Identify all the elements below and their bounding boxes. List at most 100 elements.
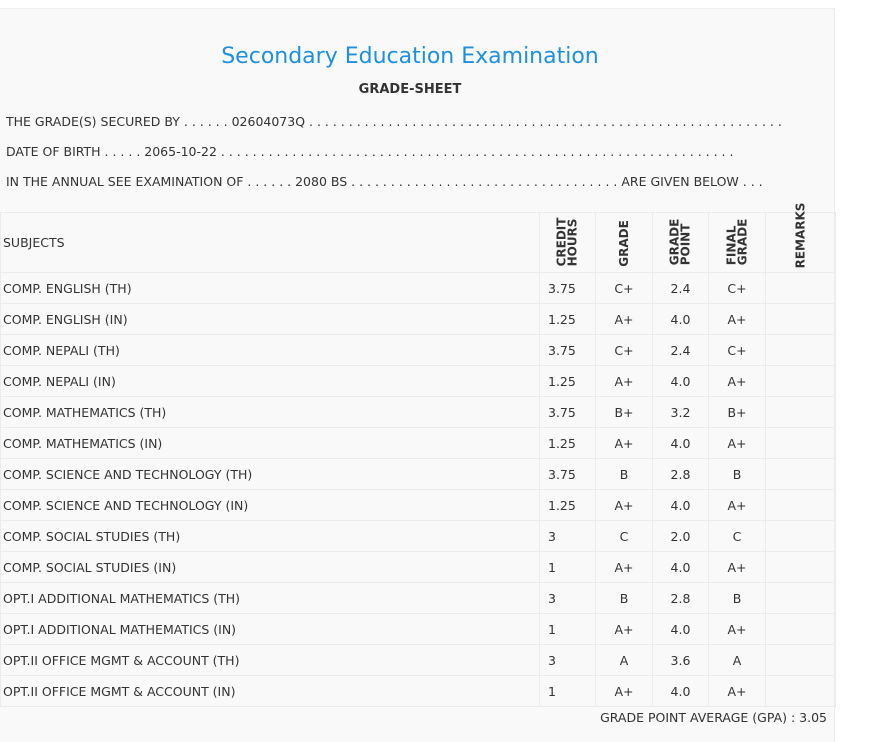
table-row: COMP. SCIENCE AND TECHNOLOGY (TH) 3.75 B 2.…	[0, 458, 836, 490]
final-grade-cell: B	[708, 582, 766, 614]
remarks-cell	[765, 582, 836, 614]
remarks-cell	[765, 365, 836, 397]
credit-hours-cell: 3.75	[539, 396, 596, 428]
subject-cell: OPT.I ADDITIONAL MATHEMATICS (TH)	[0, 582, 540, 614]
credit-hours-cell: 1.25	[539, 303, 596, 335]
grade-point-cell: 4.0	[652, 613, 709, 645]
credit-hours-cell: 1	[539, 675, 596, 707]
remarks-cell	[765, 427, 836, 459]
table-row: COMP. ENGLISH (IN) 1.25 A+ 4.0 A+	[0, 303, 836, 335]
credit-hours-cell: 3	[539, 644, 596, 676]
credit-hours-cell: 3.75	[539, 272, 596, 304]
subject-cell: OPT.II OFFICE MGMT & ACCOUNT (IN)	[0, 675, 540, 707]
credit-hours-cell: 1	[539, 551, 596, 583]
table-row: COMP. MATHEMATICS (IN) 1.25 A+ 4.0 A+	[0, 427, 836, 459]
remarks-cell	[765, 303, 836, 335]
remarks-cell	[765, 613, 836, 645]
table-row: OPT.II OFFICE MGMT & ACCOUNT (TH) 3 A 3.6 A	[0, 644, 836, 676]
remarks-cell	[765, 334, 836, 366]
grade-point-cell: 2.4	[652, 272, 709, 304]
table-row: COMP. MATHEMATICS (TH) 3.75 B+ 3.2 B+	[0, 396, 836, 428]
final-grade-cell: C+	[708, 272, 766, 304]
grade-cell: A+	[595, 551, 653, 583]
header-final-grade: FINAL GRADE	[708, 212, 766, 273]
grade-cell: B+	[595, 396, 653, 428]
grade-point-cell: 3.6	[652, 644, 709, 676]
final-grade-cell: A+	[708, 427, 766, 459]
table-row: COMP. SCIENCE AND TECHNOLOGY (IN) 1.25 A+ 4…	[0, 489, 836, 521]
final-grade-cell: A+	[708, 365, 766, 397]
table-row: COMP. NEPALI (IN) 1.25 A+ 4.0 A+	[0, 365, 836, 397]
grade-point-cell: 2.4	[652, 334, 709, 366]
final-grade-cell: C	[708, 520, 766, 552]
subject-cell: COMP. SCIENCE AND TECHNOLOGY (TH)	[0, 458, 540, 490]
grade-cell: A+	[595, 365, 653, 397]
grade-cell: C+	[595, 272, 653, 304]
final-grade-cell: A	[708, 644, 766, 676]
remarks-cell	[765, 489, 836, 521]
remarks-cell	[765, 675, 836, 707]
subject-cell: OPT.II OFFICE MGMT & ACCOUNT (TH)	[0, 644, 540, 676]
table-row: COMP. SOCIAL STUDIES (TH) 3 C 2.0 C	[0, 520, 836, 552]
gpa-summary: GRADE POINT AVERAGE (GPA) : 3.05	[600, 710, 827, 725]
remarks-cell	[765, 644, 836, 676]
grade-cell: A	[595, 644, 653, 676]
subject-cell: COMP. ENGLISH (IN)	[0, 303, 540, 335]
grade-point-cell: 4.0	[652, 551, 709, 583]
remarks-cell	[765, 272, 836, 304]
credit-hours-cell: 1	[539, 613, 596, 645]
credit-hours-cell: 3	[539, 582, 596, 614]
final-grade-cell: A+	[708, 303, 766, 335]
table-row: COMP. NEPALI (TH) 3.75 C+ 2.4 C+	[0, 334, 836, 366]
subject-cell: COMP. SOCIAL STUDIES (IN)	[0, 551, 540, 583]
subject-cell: COMP. SOCIAL STUDIES (TH)	[0, 520, 540, 552]
grade-cell: C	[595, 520, 653, 552]
remarks-cell	[765, 396, 836, 428]
final-grade-cell: A+	[708, 613, 766, 645]
grade-point-cell: 2.8	[652, 458, 709, 490]
grade-point-cell: 2.8	[652, 582, 709, 614]
grade-cell: A+	[595, 427, 653, 459]
grade-cell: A+	[595, 489, 653, 521]
remarks-cell	[765, 458, 836, 490]
header-grade: GRADE	[595, 212, 653, 273]
subject-cell: COMP. ENGLISH (TH)	[0, 272, 540, 304]
credit-hours-cell: 3.75	[539, 458, 596, 490]
table-row: COMP. SOCIAL STUDIES (IN) 1 A+ 4.0 A+	[0, 551, 836, 583]
exam-title: Secondary Education Examination	[221, 44, 599, 69]
final-grade-cell: C+	[708, 334, 766, 366]
symbol-number-line: THE GRADE(S) SECURED BY . . . . . . 0260…	[6, 114, 782, 129]
final-grade-cell: B	[708, 458, 766, 490]
final-grade-cell: B+	[708, 396, 766, 428]
table-row: COMP. ENGLISH (TH) 3.75 C+ 2.4 C+	[0, 272, 836, 304]
grade-cell: A+	[595, 675, 653, 707]
credit-hours-cell: 3	[539, 520, 596, 552]
final-grade-cell: A+	[708, 675, 766, 707]
final-grade-cell: A+	[708, 551, 766, 583]
grade-cell: A+	[595, 613, 653, 645]
table-row: OPT.I ADDITIONAL MATHEMATICS (TH) 3 B 2.8 B	[0, 582, 836, 614]
grade-point-cell: 4.0	[652, 489, 709, 521]
credit-hours-cell: 1.25	[539, 365, 596, 397]
subject-cell: OPT.I ADDITIONAL MATHEMATICS (IN)	[0, 613, 540, 645]
credit-hours-cell: 1.25	[539, 489, 596, 521]
final-grade-cell: A+	[708, 489, 766, 521]
subject-cell: COMP. MATHEMATICS (TH)	[0, 396, 540, 428]
grade-cell: C+	[595, 334, 653, 366]
grade-point-cell: 4.0	[652, 365, 709, 397]
grade-cell: A+	[595, 303, 653, 335]
header-subjects: SUBJECTS	[0, 212, 540, 273]
grade-point-cell: 2.0	[652, 520, 709, 552]
credit-hours-cell: 1.25	[539, 427, 596, 459]
table-row: OPT.II OFFICE MGMT & ACCOUNT (IN) 1 A+ 4.0 A…	[0, 675, 836, 707]
date-of-birth-line: DATE OF BIRTH . . . . . 2065-10-22 . . .…	[6, 144, 734, 159]
grade-point-cell: 4.0	[652, 427, 709, 459]
table-row: OPT.I ADDITIONAL MATHEMATICS (IN) 1 A+ 4.0 A…	[0, 613, 836, 645]
subject-cell: COMP. NEPALI (TH)	[0, 334, 540, 366]
subject-cell: COMP. NEPALI (IN)	[0, 365, 540, 397]
remarks-cell	[765, 520, 836, 552]
subject-cell: COMP. MATHEMATICS (IN)	[0, 427, 540, 459]
subject-cell: COMP. SCIENCE AND TECHNOLOGY (IN)	[0, 489, 540, 521]
table-header-row: SUBJECTS CREDIT HOURS GRADE GRADE POINT FI…	[0, 203, 836, 273]
exam-year-line: IN THE ANNUAL SEE EXAMINATION OF . . . .…	[6, 174, 763, 189]
